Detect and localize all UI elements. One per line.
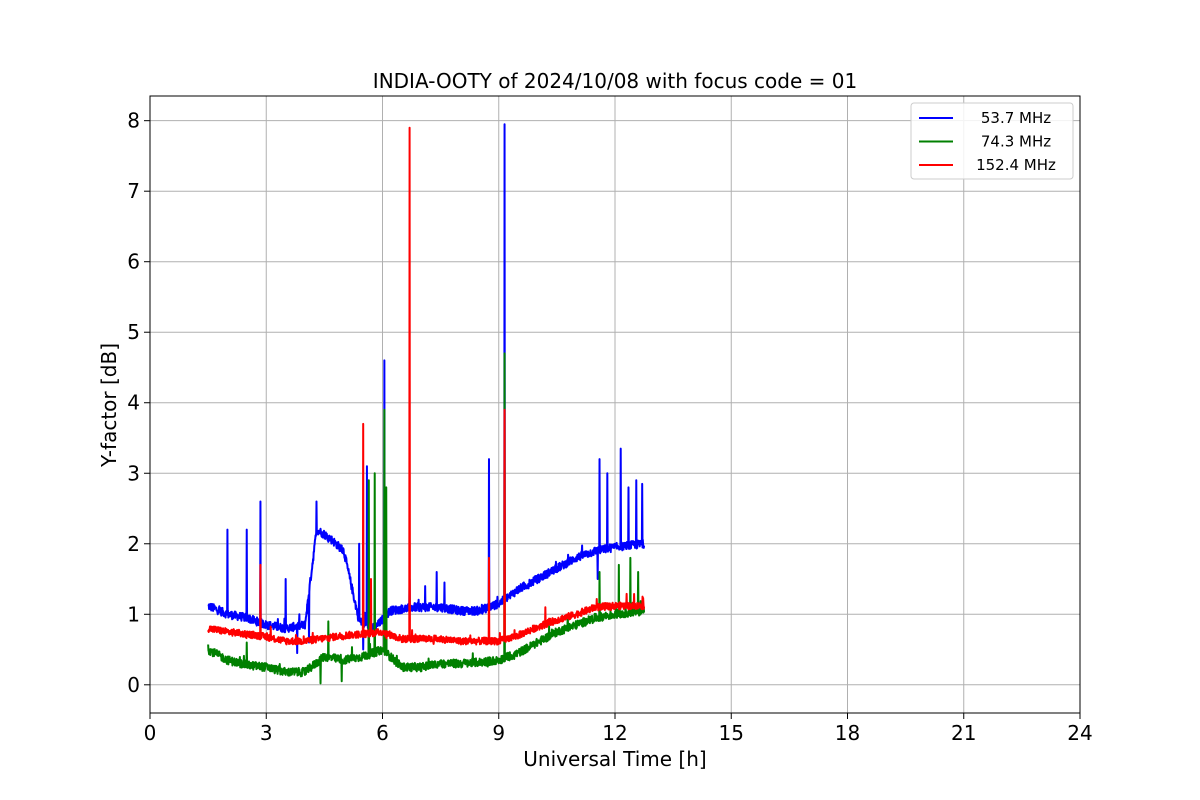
y-tick-label: 8 bbox=[127, 109, 140, 133]
y-tick-label: 4 bbox=[127, 391, 140, 415]
x-axis-label: Universal Time [h] bbox=[523, 747, 706, 771]
series-line-1 bbox=[207, 123, 646, 655]
x-tick-label: 3 bbox=[260, 721, 273, 745]
y-tick-label: 6 bbox=[127, 250, 140, 274]
x-tick-label: 12 bbox=[602, 721, 627, 745]
x-tick-label: 0 bbox=[144, 721, 157, 745]
legend-label: 152.4 MHz bbox=[976, 156, 1056, 174]
series-line-3 bbox=[207, 126, 646, 646]
y-axis-label: Y-factor [dB] bbox=[97, 343, 121, 468]
y-tick-label: 0 bbox=[127, 673, 140, 697]
y-tick-label: 1 bbox=[127, 602, 140, 626]
y-tick-label: 7 bbox=[127, 179, 140, 203]
x-tick-label: 21 bbox=[951, 721, 976, 745]
y-tick-label: 5 bbox=[127, 320, 140, 344]
series-line-2 bbox=[207, 352, 646, 685]
legend: 53.7 MHz 74.3 MHz 152.4 MHz bbox=[910, 102, 1074, 180]
x-tick-label: 24 bbox=[1067, 721, 1092, 745]
legend-box bbox=[910, 102, 1074, 180]
y-axis: 0 1 2 3 4 5 6 7 8 bbox=[127, 109, 150, 697]
x-tick-label: 9 bbox=[492, 721, 505, 745]
series-layer bbox=[207, 123, 646, 685]
x-tick-label: 15 bbox=[719, 721, 744, 745]
x-axis: 0 3 6 9 12 15 18 21 24 bbox=[144, 713, 1093, 745]
legend-label: 53.7 MHz bbox=[981, 109, 1051, 127]
x-tick-label: 6 bbox=[376, 721, 389, 745]
legend-label: 74.3 MHz bbox=[981, 133, 1051, 151]
y-tick-label: 3 bbox=[127, 461, 140, 485]
y-tick-label: 2 bbox=[127, 532, 140, 556]
chart-title: INDIA-OOTY of 2024/10/08 with focus code… bbox=[373, 69, 857, 93]
x-tick-label: 18 bbox=[835, 721, 860, 745]
